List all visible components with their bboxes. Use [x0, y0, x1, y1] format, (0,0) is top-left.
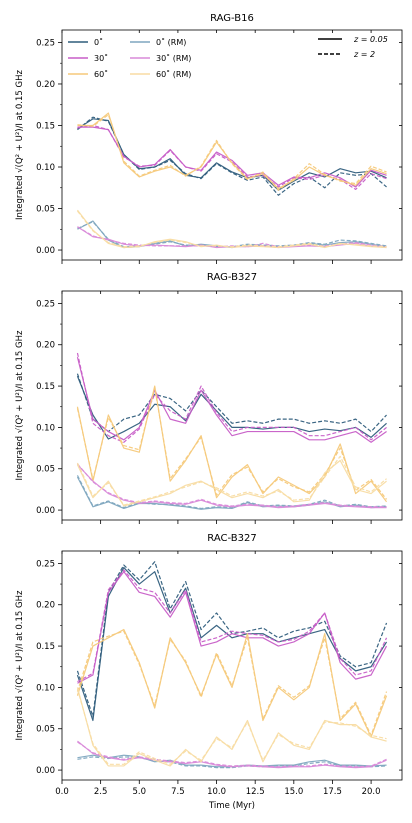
series-line-0-rm--z2 — [77, 756, 387, 769]
x-axis-label: Time (Myr) — [208, 801, 255, 811]
chart-title: RAG-B327 — [207, 272, 257, 283]
legend-label: 60˚ (RM) — [156, 69, 191, 79]
y-tick-label: 0.00 — [36, 766, 55, 776]
series-line-0-rm--z2 — [76, 475, 387, 510]
series-line-60-rm--z005 — [76, 209, 387, 249]
series-line-60-rm--z2 — [76, 455, 387, 506]
legend-label: z = 0.05 — [353, 35, 388, 44]
y-tick-label: 0.20 — [36, 601, 55, 611]
series-line-60-rm--z005 — [76, 459, 387, 507]
plot-frame — [61, 290, 403, 521]
series-line-60-rm--z005 — [76, 687, 387, 767]
series-line-60--z2 — [76, 387, 388, 500]
series-line-60-rm--z2 — [76, 688, 387, 765]
x-tick-label: 10.0 — [207, 787, 226, 797]
y-tick-label: 0.00 — [36, 506, 55, 516]
legend-label: z = 2 — [353, 50, 375, 59]
series-line-0--z2 — [76, 561, 388, 717]
y-tick-label: 0.10 — [36, 683, 55, 693]
series-line-30-rm--z2 — [77, 741, 387, 768]
y-tick-label: 0.05 — [36, 725, 55, 735]
series-line-30-rm--z005 — [77, 464, 387, 509]
legend-label: 0˚ — [94, 37, 103, 47]
y-axis-label: Integrated √(Q² + U²)/I at 0.15 GHz — [15, 70, 25, 220]
plot-frame — [61, 550, 403, 781]
y-tick-label: 0.15 — [36, 121, 55, 131]
chart-panel-2: RAG-B327 0.00 0.05 0.10 0.15 0.20 0.25 Integrat… — [15, 272, 403, 524]
legend-label: 30˚ (RM) — [156, 53, 191, 63]
series-line-0-rm--z005 — [76, 476, 387, 510]
chart-panel-1: RAG-B16 0.00 0.05 0.10 0.15 0.20 0.25 Integrate… — [15, 13, 403, 264]
y-tick-label: 0.05 — [36, 205, 55, 215]
x-tick-label: 5.0 — [133, 787, 147, 797]
y-tick-label: 0.20 — [36, 341, 55, 351]
series-line-30--z2 — [77, 569, 388, 683]
legend-label: 0˚ (RM) — [156, 37, 186, 47]
series-line-0-rm--z2 — [77, 221, 387, 248]
x-tick-label: 15.0 — [284, 787, 303, 797]
chart-title: RAG-B16 — [210, 13, 254, 24]
series-line-0--z005 — [76, 375, 387, 440]
series-line-0-rm--z005 — [77, 754, 387, 768]
y-tick-label: 0.05 — [36, 465, 55, 475]
y-tick-label: 0.15 — [36, 642, 55, 652]
y-tick-label: 0.20 — [36, 80, 55, 90]
y-tick-label: 0.15 — [36, 382, 55, 392]
y-axis-label: Integrated √(Q² + U²)/I at 0.15 GHz — [15, 330, 25, 480]
series-line-30--z2 — [76, 352, 387, 443]
y-tick-label: 0.25 — [36, 38, 55, 48]
y-axis-label: Integrated √(Q² + U²)/I at 0.15 GHz — [15, 590, 25, 740]
y-tick-label: 0.00 — [36, 246, 55, 256]
x-tick-label: 17.5 — [323, 787, 342, 797]
x-tick-label: 20.0 — [362, 787, 381, 797]
plot-frame — [61, 29, 403, 261]
y-tick-label: 0.25 — [36, 299, 55, 309]
x-tick-label: 0.0 — [55, 787, 69, 797]
legend-label: 30˚ — [94, 53, 108, 63]
series-line-60--z005 — [76, 628, 388, 738]
legend: 0˚ 30˚ 60˚ 0˚ (RM) 30˚ (RM) 60˚ (RM) z = 0.05 z… — [68, 35, 388, 79]
series-line-60--z005 — [76, 385, 388, 503]
chart-panel-3: RAC-B327 0.00 0.05 0.10 0.15 0.20 0.25 0.0 2.5 5.… — [15, 533, 403, 811]
series-line-30-rm--z2 — [76, 463, 387, 508]
legend-label: 60˚ — [94, 69, 108, 79]
series-line-60--z2 — [77, 114, 387, 191]
y-tick-label: 0.10 — [36, 423, 55, 433]
series-line-30--z005 — [76, 356, 387, 443]
y-tick-label: 0.10 — [36, 163, 55, 173]
series-line-60-rm--z2 — [76, 210, 387, 248]
series-line-30-rm--z005 — [77, 740, 387, 769]
x-tick-label: 7.5 — [171, 787, 185, 797]
series-line-30--z005 — [77, 571, 388, 684]
series-line-0--z2 — [76, 373, 387, 433]
y-tick-label: 0.25 — [36, 559, 55, 569]
series-line-0--z005 — [76, 566, 388, 722]
series-line-60--z2 — [76, 630, 388, 736]
x-tick-label: 2.5 — [94, 787, 108, 797]
chart-title: RAC-B327 — [207, 533, 256, 544]
x-tick-label: 12.5 — [246, 787, 265, 797]
